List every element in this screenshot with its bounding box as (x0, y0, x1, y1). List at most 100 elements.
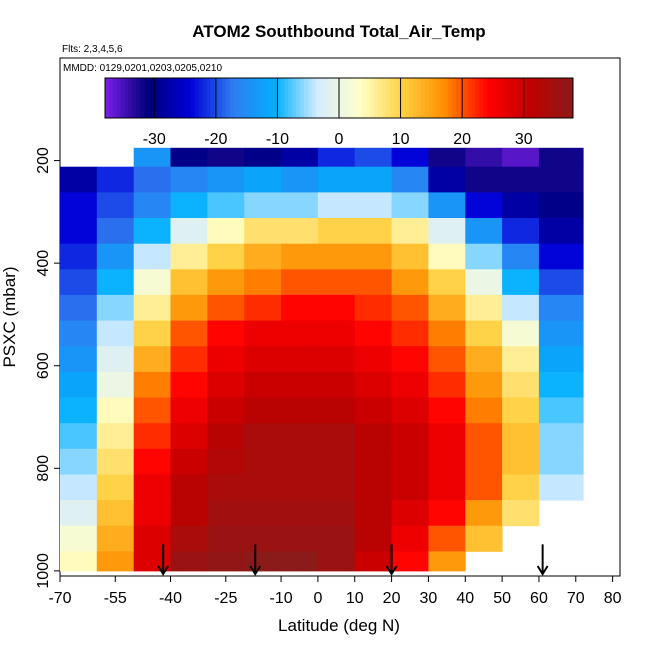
colorbar-swatch (393, 78, 398, 118)
heatmap-cell (538, 423, 584, 450)
heatmap-cell (354, 448, 392, 475)
colorbar-swatch (194, 78, 199, 118)
heatmap-cell (538, 320, 584, 347)
heatmap-cell (96, 346, 135, 373)
heatmap-cell (317, 371, 356, 398)
heatmap-cell (133, 166, 171, 193)
colorbar-swatch (311, 78, 316, 118)
heatmap-cell (281, 269, 319, 296)
colorbar-swatch (565, 78, 570, 118)
heatmap-cell (354, 218, 392, 245)
heatmap-cell (133, 147, 171, 168)
colorbar-swatch (389, 78, 394, 118)
heatmap-cell (354, 166, 392, 193)
heatmap-cell (170, 294, 208, 321)
heatmap-cell (391, 448, 429, 475)
colorbar-swatch (190, 78, 196, 118)
heatmap-cell (281, 320, 319, 347)
colorbar-swatch (350, 78, 355, 118)
colorbar-swatch (108, 78, 114, 118)
colorbar-swatch (397, 78, 402, 118)
heatmap-cell (428, 448, 466, 475)
heatmap-cell (96, 192, 135, 219)
latitude-marker-arrow (249, 544, 262, 576)
colorbar-swatch (498, 78, 504, 118)
colorbar-swatch (241, 78, 246, 118)
heatmap-cell (391, 500, 429, 527)
heatmap-cell (281, 474, 319, 501)
heatmap-cell (391, 243, 429, 270)
heatmap-cell (317, 192, 356, 219)
heatmap-cell (207, 243, 245, 270)
colorbar-swatch (452, 78, 457, 118)
heatmap-cell (207, 551, 245, 572)
colorbar-swatch (510, 78, 515, 118)
colorbar-swatch (467, 78, 472, 118)
heatmap-cell (60, 551, 98, 572)
colorbar-swatch (186, 78, 192, 118)
heatmap-cell (391, 218, 429, 245)
heatmap-cell (60, 346, 98, 373)
heatmap-cell (317, 346, 356, 373)
y-tick-label: 600 (35, 352, 52, 379)
colorbar-swatch (331, 78, 336, 118)
colorbar-swatch (307, 78, 313, 118)
heatmap-cell (354, 525, 392, 552)
heatmap-cell (391, 551, 429, 572)
heatmap-cell (465, 269, 503, 296)
heatmap-cell (133, 474, 171, 501)
heatmap-cell (538, 166, 584, 193)
colorbar-swatch (155, 78, 160, 118)
heatmap-cell (317, 218, 356, 245)
heatmap-cell (96, 243, 135, 270)
heatmap-cell (281, 294, 319, 321)
heatmap-cell (502, 346, 540, 373)
colorbar-swatch (179, 78, 184, 118)
colorbar-swatch (261, 78, 266, 118)
heatmap-cell (170, 423, 208, 450)
colorbar-swatch (537, 78, 543, 118)
heatmap-cell (281, 218, 319, 245)
heatmap-cell (60, 448, 98, 475)
heatmap-cell (354, 500, 392, 527)
heatmap-cell (96, 166, 135, 193)
heatmap-cell (317, 147, 356, 168)
colorbar-swatch (491, 78, 496, 118)
heatmap-cell (244, 423, 282, 450)
heatmap-cell (133, 525, 171, 552)
x-tick-label: 40 (456, 590, 474, 607)
heatmap-cell (465, 294, 503, 321)
heatmap-cell (465, 474, 503, 501)
latitude-marker-arrow (536, 544, 549, 576)
colorbar-swatch (276, 78, 281, 118)
x-tick-label: -10 (269, 590, 292, 607)
colorbar-swatch (136, 78, 141, 118)
heatmap-cells (60, 147, 584, 572)
heatmap-cell (96, 525, 135, 552)
heatmap-cell (281, 243, 319, 270)
heatmap-cell (207, 346, 245, 373)
heatmap-cell (96, 551, 135, 572)
heatmap-cell (538, 448, 584, 475)
heatmap-cell (354, 269, 392, 296)
colorbar-swatch (112, 78, 118, 118)
heatmap-cell (428, 243, 466, 270)
heatmap-cell (60, 192, 98, 219)
heatmap-cell (354, 474, 392, 501)
heatmap-cell (391, 294, 429, 321)
heatmap-cell (60, 397, 98, 424)
heatmap-cell (502, 166, 540, 193)
colorbar-swatch (366, 78, 371, 118)
colorbar-swatch (487, 78, 492, 118)
heatmap-cell (170, 243, 208, 270)
colorbar-swatch (522, 78, 527, 118)
colorbar-swatch (483, 78, 488, 118)
colorbar-swatch (272, 78, 277, 118)
heatmap-cell (244, 397, 282, 424)
heatmap-cell (207, 371, 245, 398)
heatmap-cell (170, 448, 208, 475)
heatmap-cell (133, 294, 171, 321)
heatmap-cell (428, 192, 466, 219)
heatmap-cell (502, 192, 540, 219)
